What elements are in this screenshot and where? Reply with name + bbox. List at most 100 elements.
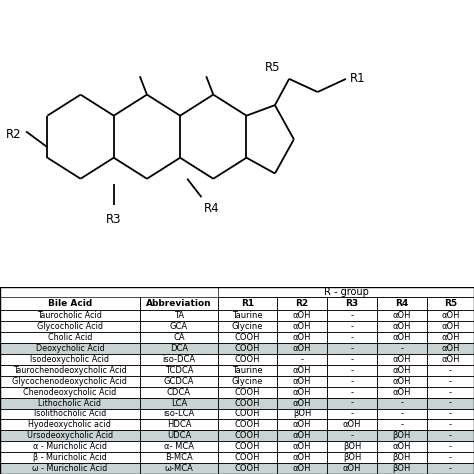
Text: COOH: COOH xyxy=(235,464,260,473)
Bar xyxy=(377,387,427,398)
Bar xyxy=(218,452,277,463)
Bar xyxy=(327,452,377,463)
Bar xyxy=(218,354,277,365)
Text: HDCA: HDCA xyxy=(167,420,191,429)
Text: Taurochenodeoxycholic Acid: Taurochenodeoxycholic Acid xyxy=(13,366,127,375)
Bar xyxy=(277,463,327,474)
Bar xyxy=(327,365,377,376)
Text: -: - xyxy=(350,344,354,353)
Text: -: - xyxy=(350,311,354,320)
Bar xyxy=(140,310,218,321)
Bar xyxy=(140,387,218,398)
Bar xyxy=(140,298,218,310)
Bar xyxy=(0,365,140,376)
Bar xyxy=(277,441,327,452)
Text: COOH: COOH xyxy=(235,453,260,462)
Bar xyxy=(377,419,427,430)
Text: -: - xyxy=(449,420,452,429)
Bar xyxy=(327,310,377,321)
Bar xyxy=(427,310,474,321)
Text: β - Muricholic Acid: β - Muricholic Acid xyxy=(33,453,107,462)
Bar xyxy=(218,398,277,409)
Bar xyxy=(218,430,277,441)
Bar xyxy=(427,376,474,387)
Text: -: - xyxy=(350,333,354,342)
Bar xyxy=(277,409,327,419)
Text: -: - xyxy=(449,442,452,451)
Text: R2: R2 xyxy=(296,300,309,309)
Bar xyxy=(327,343,377,354)
Bar xyxy=(218,332,277,343)
Bar xyxy=(218,343,277,354)
Bar xyxy=(377,354,427,365)
Bar xyxy=(427,430,474,441)
Bar xyxy=(327,409,377,419)
Text: -: - xyxy=(449,453,452,462)
Bar xyxy=(0,332,140,343)
Bar xyxy=(277,310,327,321)
Bar xyxy=(140,452,218,463)
Bar xyxy=(327,321,377,332)
Text: Taurocholic Acid: Taurocholic Acid xyxy=(37,311,102,320)
Bar xyxy=(327,298,377,310)
Text: R5: R5 xyxy=(265,61,280,73)
Bar xyxy=(140,321,218,332)
Bar xyxy=(427,387,474,398)
Bar xyxy=(140,409,218,419)
Bar xyxy=(140,419,218,430)
Bar xyxy=(327,441,377,452)
Text: COOH: COOH xyxy=(235,355,260,364)
Bar xyxy=(218,298,277,310)
Text: Glycocholic Acid: Glycocholic Acid xyxy=(37,322,103,331)
Bar xyxy=(140,365,218,376)
Text: CA: CA xyxy=(173,333,185,342)
Text: CDCA: CDCA xyxy=(167,388,191,397)
Bar xyxy=(277,441,327,452)
Bar xyxy=(377,452,427,463)
Bar xyxy=(140,343,218,354)
Bar xyxy=(427,310,474,321)
Bar xyxy=(140,463,218,474)
Text: Ursodeoxycholic Acid: Ursodeoxycholic Acid xyxy=(27,431,113,440)
Text: -: - xyxy=(301,355,304,364)
Bar xyxy=(427,441,474,452)
Bar xyxy=(327,298,377,310)
Bar xyxy=(427,321,474,332)
Bar xyxy=(218,365,277,376)
Text: αOH: αOH xyxy=(293,442,311,451)
Bar xyxy=(377,441,427,452)
Bar xyxy=(218,387,277,398)
Bar xyxy=(377,463,427,474)
Text: αOH: αOH xyxy=(392,355,411,364)
Bar xyxy=(427,463,474,474)
Bar xyxy=(140,354,218,365)
Text: αOH: αOH xyxy=(392,388,411,397)
Bar xyxy=(327,310,377,321)
Text: -: - xyxy=(449,388,452,397)
Bar xyxy=(327,452,377,463)
Bar xyxy=(140,430,218,441)
Bar xyxy=(0,298,140,310)
Bar xyxy=(0,321,140,332)
Text: βOH: βOH xyxy=(293,410,311,419)
Text: B-MCA: B-MCA xyxy=(165,453,193,462)
Bar xyxy=(277,343,327,354)
Bar xyxy=(140,321,218,332)
Text: αOH: αOH xyxy=(293,420,311,429)
Bar xyxy=(327,376,377,387)
Bar xyxy=(140,354,218,365)
Text: Glycine: Glycine xyxy=(232,377,264,386)
Bar xyxy=(327,419,377,430)
Text: R1: R1 xyxy=(350,73,365,85)
Text: Abbreviation: Abbreviation xyxy=(146,300,212,309)
Bar xyxy=(140,387,218,398)
Text: Lithocholic Acid: Lithocholic Acid xyxy=(38,399,101,408)
Bar xyxy=(377,463,427,474)
Bar xyxy=(140,409,218,419)
Bar xyxy=(327,332,377,343)
Text: α - Muricholic Acid: α - Muricholic Acid xyxy=(33,442,107,451)
Bar xyxy=(277,387,327,398)
Bar xyxy=(0,310,140,321)
Bar xyxy=(327,430,377,441)
Bar xyxy=(218,419,277,430)
